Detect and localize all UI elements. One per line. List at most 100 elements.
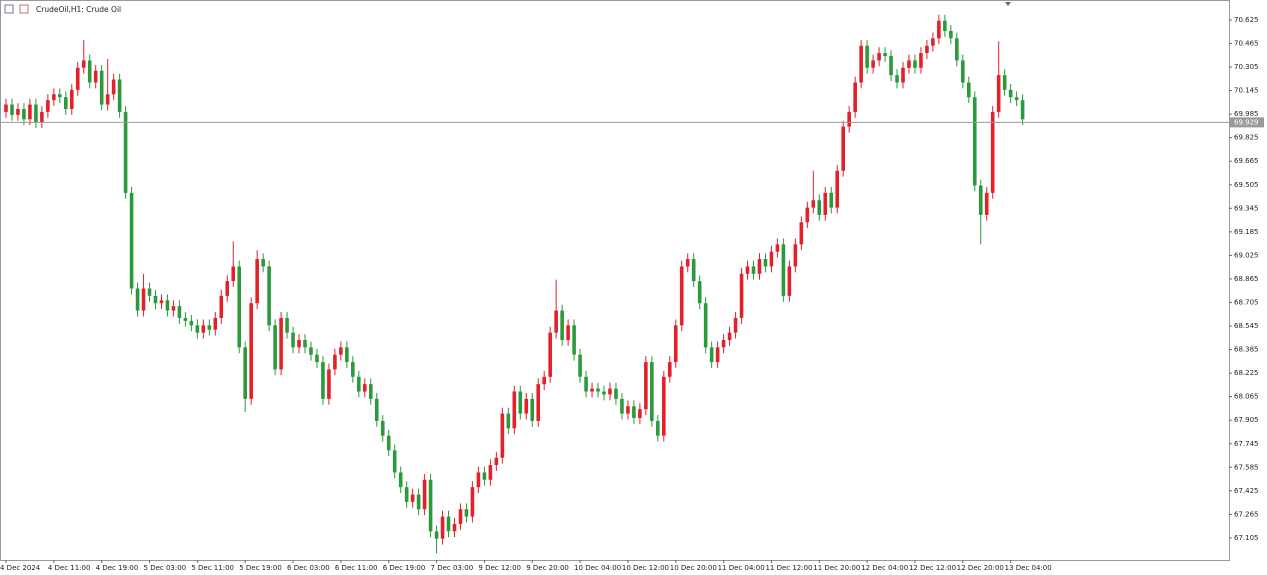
candle-body [620, 398, 624, 414]
y-tick-label: 69.665 [1234, 157, 1259, 165]
candle-body [937, 20, 941, 39]
candle-body [859, 45, 863, 83]
candle-body [757, 259, 762, 274]
x-tick-label: 9 Dec 20:00 [526, 564, 569, 572]
candle-body [895, 75, 899, 83]
candle-body [153, 295, 158, 304]
x-tick-label: 6 Dec 11:00 [335, 564, 378, 572]
candle-body [913, 60, 917, 68]
candle-body [123, 111, 128, 193]
candle-body [638, 409, 642, 418]
candle-body [87, 60, 92, 83]
x-tick-label: 12 Dec 04:00 [861, 564, 908, 572]
candle-body [243, 347, 247, 399]
candle-body [40, 111, 44, 123]
x-tick-label: 5 Dec 03:00 [144, 564, 187, 572]
y-tick-label: 68.385 [1234, 346, 1259, 354]
candle-body [339, 347, 343, 355]
candle-body [297, 340, 301, 348]
candle-body [4, 104, 8, 112]
candle-body [165, 300, 170, 311]
candle-body [650, 362, 654, 421]
candle-body [428, 479, 433, 532]
candle-body [1008, 89, 1013, 98]
candle-body [22, 108, 26, 120]
y-tick-label: 67.105 [1234, 534, 1259, 542]
y-tick-label: 67.265 [1234, 510, 1259, 518]
candle-body [345, 347, 349, 363]
candle-body [763, 259, 768, 267]
candle-body [58, 94, 62, 98]
candle-body [494, 457, 499, 466]
plot-frame [0, 0, 1230, 561]
candle-body [69, 89, 74, 109]
candle-body [745, 266, 750, 274]
x-tick-label: 12 Dec 20:00 [957, 564, 1004, 572]
candle-body [853, 82, 857, 112]
candle-body [446, 516, 451, 532]
y-tick-label: 67.745 [1234, 440, 1259, 448]
candle-body [972, 97, 977, 186]
candle-body [907, 60, 911, 68]
x-tick-label: 10 Dec 20:00 [670, 564, 717, 572]
x-tick-label: 11 Dec 20:00 [813, 564, 860, 572]
candle-body [105, 94, 110, 105]
candle-body [183, 317, 188, 321]
candle-body [572, 325, 576, 355]
candle-body [327, 369, 331, 399]
candle-body [410, 494, 415, 502]
x-tick-label: 11 Dec 04:00 [718, 564, 765, 572]
candle-body [889, 56, 893, 76]
candle-body [566, 325, 570, 341]
candle-body [93, 70, 98, 83]
x-tick-label: 5 Dec 11:00 [191, 564, 234, 572]
x-tick-label: 5 Dec 19:00 [239, 564, 282, 572]
candle-body [201, 325, 206, 333]
candle-body [500, 413, 505, 458]
candle-body [279, 317, 283, 370]
candle-body [506, 413, 511, 429]
candle-body [961, 60, 965, 83]
candle-body [715, 347, 720, 363]
candle-body [542, 376, 546, 385]
candle-body [829, 192, 834, 208]
y-tick-label: 70.145 [1234, 87, 1259, 95]
candle-body [739, 273, 744, 318]
candle-body [285, 317, 289, 333]
x-tick-label: 11 Dec 12:00 [765, 564, 812, 572]
candle-body [273, 325, 277, 370]
candle-body [548, 332, 552, 377]
candle-body [261, 259, 265, 267]
x-tick-label: 10 Dec 04:00 [574, 564, 621, 572]
candle-body [901, 67, 905, 83]
candle-body [793, 244, 798, 267]
candle-body [775, 244, 780, 252]
candle-body [141, 288, 146, 311]
x-tick-label: 12 Dec 12:00 [909, 564, 956, 572]
candle-body [955, 38, 959, 61]
candle-body [966, 82, 971, 98]
candle-body [733, 317, 738, 333]
candle-body [691, 259, 696, 282]
y-tick-label: 69.985 [1234, 110, 1259, 118]
candle-body [524, 398, 529, 414]
candle-body [727, 332, 732, 341]
candle-body [512, 391, 517, 429]
x-tick-label: 6 Dec 19:00 [383, 564, 426, 572]
candle-body [703, 303, 708, 348]
candle-body [518, 391, 523, 414]
candle-body [877, 53, 881, 61]
candle-body [1014, 97, 1019, 101]
candle-body [452, 523, 457, 532]
candle-body [291, 332, 295, 348]
candle-body [99, 70, 104, 105]
candle-body [709, 347, 714, 363]
candle-body [996, 75, 1001, 112]
candle-body [811, 200, 816, 208]
y-tick-label: 70.625 [1234, 16, 1259, 24]
candle-body [231, 266, 236, 282]
current-price-box [1230, 117, 1264, 128]
candle-body [554, 310, 558, 333]
x-tick-label: 6 Dec 03:00 [287, 564, 330, 572]
candle-body [656, 420, 660, 436]
